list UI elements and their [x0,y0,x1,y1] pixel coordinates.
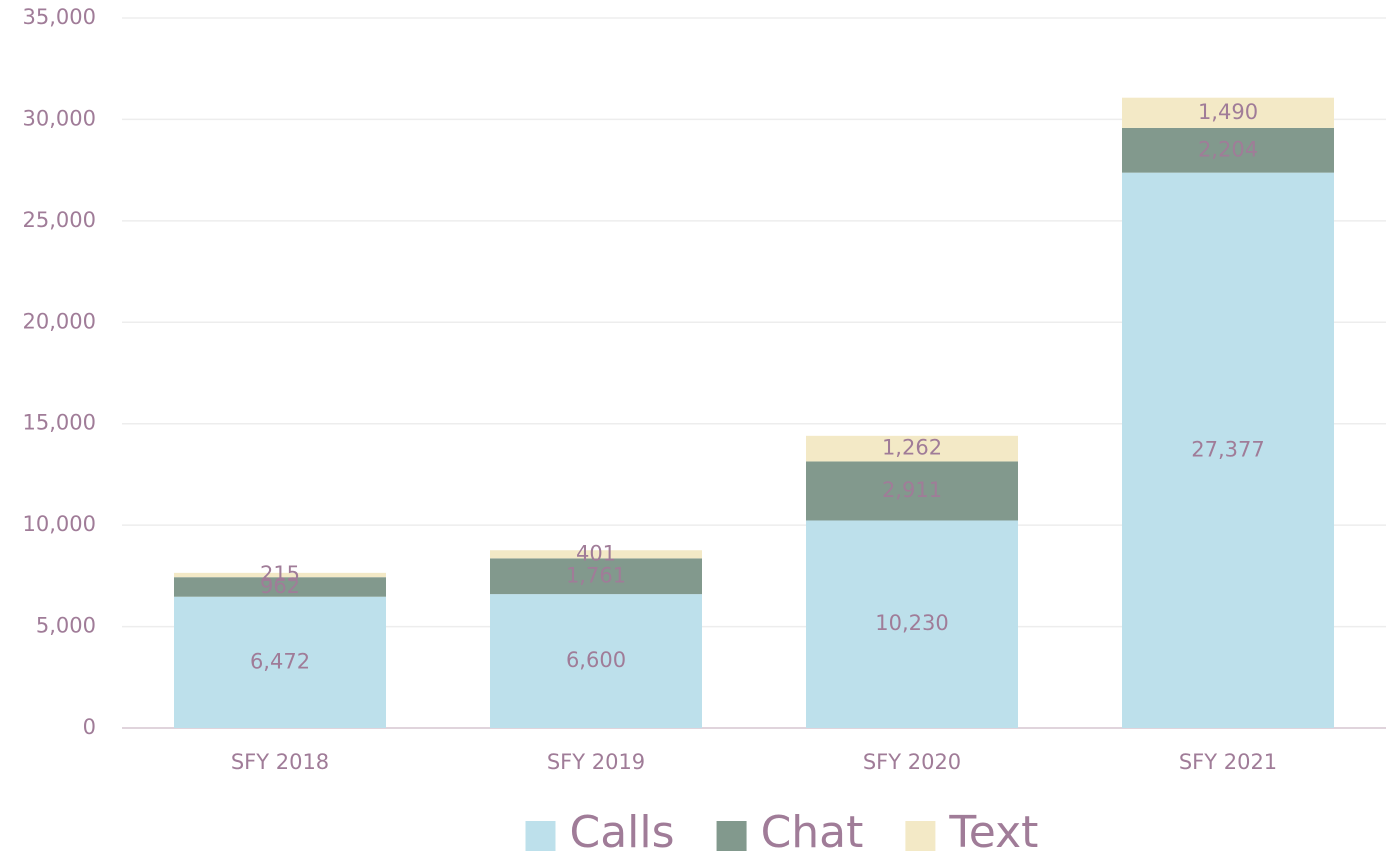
y-tick-label: 35,000 [23,5,96,29]
data-label: 2,204 [1198,137,1258,161]
data-label: 10,230 [875,611,948,635]
data-label: 6,600 [566,648,626,672]
legend-swatch [525,821,556,851]
bar-segment [806,435,1018,462]
legend-label: Calls [570,807,675,856]
y-tick-label: 25,000 [23,208,96,232]
y-tick-label: 30,000 [23,106,96,130]
data-label: 215 [260,562,300,586]
data-label: 962 [260,574,300,598]
bar-segment [1122,97,1334,128]
data-label: 6,472 [250,649,310,673]
bar-segment [490,594,702,728]
x-tick-label: SFY 2019 [547,750,645,774]
legend-label: Chat [761,807,864,856]
data-label: 1,262 [882,436,942,460]
bar-segment [1122,172,1334,728]
bar-segment [806,520,1018,728]
data-label: 2,911 [882,478,942,502]
data-label: 1,761 [566,563,626,587]
data-label: 1,490 [1198,100,1258,124]
y-tick-label: 10,000 [23,512,96,536]
y-tick-label: 20,000 [23,309,96,333]
data-label: 27,377 [1191,437,1264,461]
bar-segment [174,572,386,578]
bar-segment [490,550,702,559]
bar-segment [174,577,386,597]
bar-segment [1122,127,1334,173]
legend-label: Text [948,807,1038,856]
legend-swatch [905,821,936,851]
y-tick-label: 15,000 [23,411,96,435]
bar-segment [806,461,1018,521]
bar-segment [490,558,702,595]
bar-segment [174,596,386,728]
data-label: 401 [576,541,616,565]
legend-swatch [716,821,747,851]
x-tick-label: SFY 2020 [863,750,961,774]
y-tick-label: 5,000 [36,614,96,638]
y-tick-label: 0 [83,715,96,739]
x-tick-label: SFY 2021 [1179,750,1277,774]
x-tick-label: SFY 2018 [231,750,329,774]
